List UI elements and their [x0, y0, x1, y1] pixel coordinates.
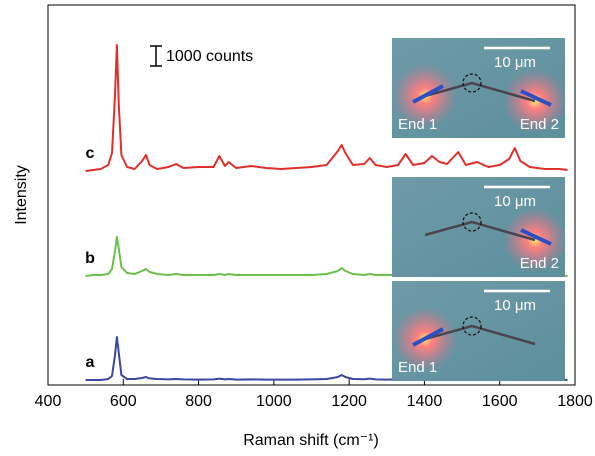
- inset: 10 μm End 2: [392, 177, 567, 277]
- inset-scale-label: 10 μm: [494, 297, 536, 314]
- focus-circle: [462, 316, 482, 336]
- x-tick-label: 1800: [557, 393, 593, 410]
- inset-scale-label: 10 μm: [494, 54, 536, 71]
- end-label: End 2: [520, 255, 559, 272]
- inset: 10 μm End 1 End 2: [392, 38, 567, 138]
- polarization-arrow: [412, 327, 444, 347]
- x-tick-label: 400: [35, 393, 62, 410]
- x-tick-label: 600: [110, 393, 137, 410]
- polarization-arrow: [520, 228, 552, 246]
- x-tick-label: 1400: [407, 393, 443, 410]
- x-tick-label: 800: [185, 393, 212, 410]
- inset-scale-label: 10 μm: [494, 193, 536, 210]
- end-label: End 1: [398, 116, 437, 133]
- nanowire: [424, 220, 536, 242]
- x-tick-label: 1600: [482, 393, 518, 410]
- polarization-arrow: [412, 84, 444, 104]
- polarization-arrow: [520, 89, 552, 107]
- spectrum-line: [85, 44, 568, 172]
- y-axis-label: Intensity: [13, 165, 30, 225]
- x-tick-label: 1000: [256, 393, 292, 410]
- series-label: c: [86, 145, 95, 162]
- inset: 10 μm End 1: [392, 281, 565, 381]
- plot-frame: [47, 4, 576, 386]
- nanowire: [424, 81, 536, 103]
- x-tick-label: 1200: [331, 393, 367, 410]
- end-label: End 2: [520, 116, 559, 133]
- focus-circle: [462, 212, 482, 232]
- series-label: a: [86, 354, 95, 371]
- end-label: End 1: [398, 359, 437, 376]
- x-axis-label: Raman shift (cm⁻¹): [243, 432, 379, 449]
- focus-circle: [462, 73, 482, 93]
- scale-bar-label: 1000 counts: [166, 48, 253, 65]
- nanowire: [424, 324, 536, 346]
- series-label: b: [85, 250, 95, 267]
